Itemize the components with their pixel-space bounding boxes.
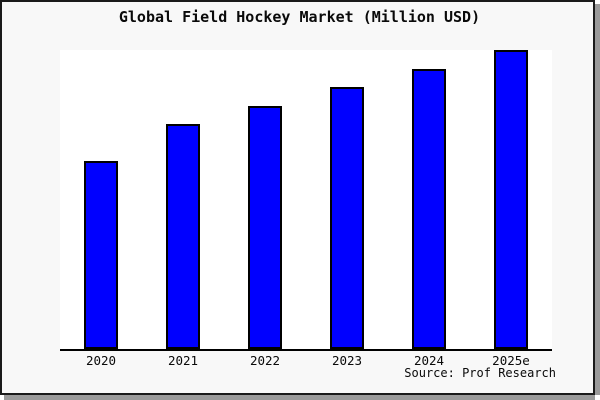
bar-slot-2021 xyxy=(142,50,224,349)
x-tick-label-2022: 2022 xyxy=(249,353,281,368)
bar-2024 xyxy=(412,69,446,349)
bar-2025e xyxy=(494,50,528,349)
x-axis-labels: 2020 2021 2022 2023 2024 2025e xyxy=(60,353,552,368)
x-tick-label-2023: 2023 xyxy=(331,353,363,368)
bar-slot-2024 xyxy=(388,50,470,349)
bar-slot-2020 xyxy=(60,50,142,349)
bar-slot-2022 xyxy=(224,50,306,349)
bar-2020 xyxy=(84,161,118,349)
x-tick-label-2024: 2024 xyxy=(413,353,445,368)
x-tick-label-2025e: 2025e xyxy=(492,353,530,368)
bar-2021 xyxy=(166,124,200,349)
source-note: Source: Prof Research xyxy=(404,366,556,380)
bar-slot-2025e xyxy=(470,50,552,349)
chart-title: Global Field Hockey Market (Million USD) xyxy=(118,8,481,26)
plot-area xyxy=(60,50,552,351)
bar-2023 xyxy=(330,87,364,349)
x-tick-label-2021: 2021 xyxy=(167,353,199,368)
x-tick-label-2020: 2020 xyxy=(85,353,117,368)
bar-2022 xyxy=(248,106,282,349)
frame-shadow-bottom xyxy=(4,395,595,400)
frame-shadow-right xyxy=(595,4,600,395)
bar-slot-2023 xyxy=(306,50,388,349)
